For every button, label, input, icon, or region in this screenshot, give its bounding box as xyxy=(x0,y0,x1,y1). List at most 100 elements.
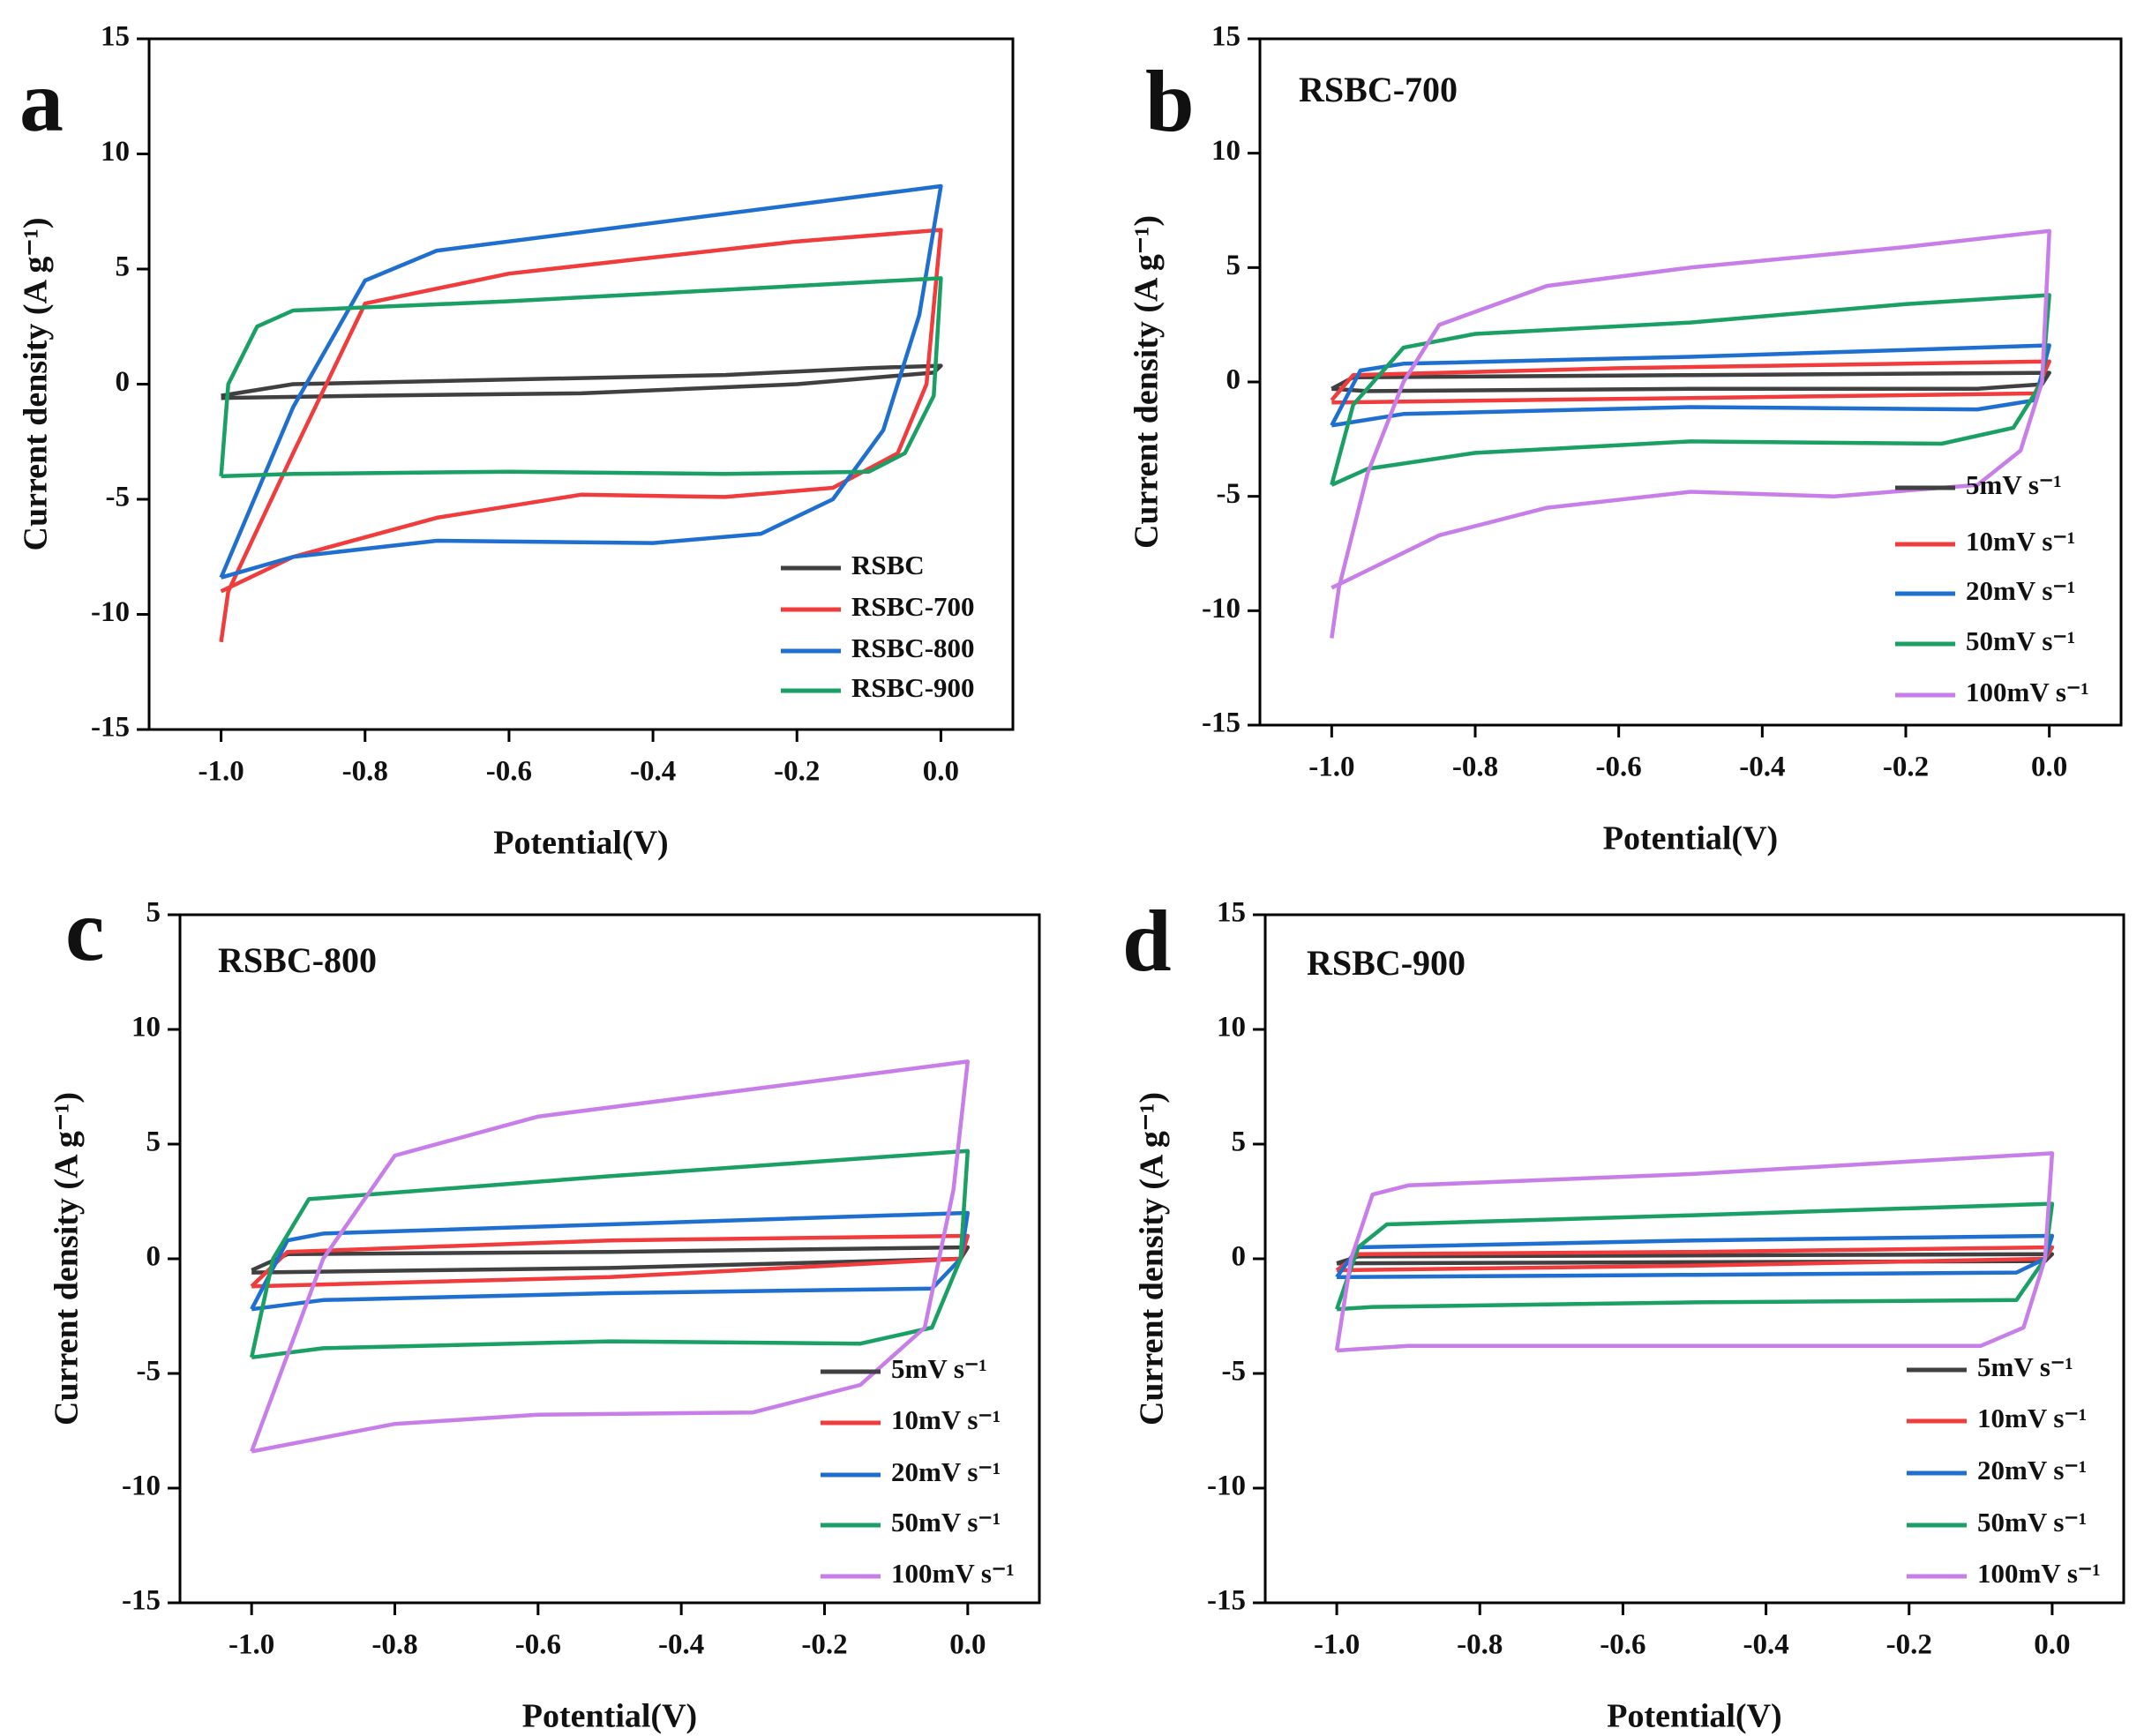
plot-frame xyxy=(1258,37,2123,727)
legend-label: RSBC-900 xyxy=(851,672,975,703)
x-tick-label: 0.0 xyxy=(2034,1629,2070,1661)
cv-curve xyxy=(219,228,943,643)
legend-label: 5mV s⁻¹ xyxy=(1966,469,2062,500)
annotation: RSBC-800 xyxy=(218,940,377,980)
y-tick-label: 5 xyxy=(146,897,161,929)
x-tick-label: -0.8 xyxy=(1457,1629,1503,1661)
panel-label: a xyxy=(19,52,64,150)
y-tick-label: -10 xyxy=(1207,1470,1246,1502)
y-tick-label: 0 xyxy=(1232,1241,1247,1273)
x-tick-label: -0.6 xyxy=(1596,752,1642,783)
legend-label: 10mV s⁻¹ xyxy=(1966,526,2075,557)
legend-label: 5mV s⁻¹ xyxy=(891,1353,987,1384)
x-tick-label: -0.6 xyxy=(1600,1629,1645,1661)
x-tick-label: 0.0 xyxy=(2031,752,2067,783)
cv-curve xyxy=(219,276,943,479)
x-axis-title: Potential(V) xyxy=(522,1698,697,1735)
y-tick-label: 15 xyxy=(1217,897,1246,929)
x-tick-label: -0.4 xyxy=(1743,1629,1788,1661)
legend-label: 100mV s⁻¹ xyxy=(1966,677,2089,707)
x-tick-label: -0.2 xyxy=(1883,752,1929,783)
legend-label: 5mV s⁻¹ xyxy=(1977,1351,2073,1382)
cv-curve xyxy=(250,1149,971,1360)
y-tick-label: 0 xyxy=(116,366,131,398)
cv-curve xyxy=(1335,1233,2055,1280)
x-tick-label: -0.6 xyxy=(486,756,532,788)
legend-label: 100mV s⁻¹ xyxy=(891,1558,1015,1589)
x-tick-label: -1.0 xyxy=(198,756,244,788)
panel-label: d xyxy=(1122,892,1172,990)
x-tick-label: -0.2 xyxy=(801,1629,847,1661)
y-tick-label: 10 xyxy=(1217,1012,1246,1044)
legend-label: 50mV s⁻¹ xyxy=(1966,625,2075,656)
y-tick-label: -15 xyxy=(91,712,130,744)
annotation: RSBC-700 xyxy=(1299,70,1458,109)
legend-label: 10mV s⁻¹ xyxy=(1977,1403,2087,1433)
x-tick-label: 0.0 xyxy=(923,756,959,788)
legend-label: 50mV s⁻¹ xyxy=(1977,1507,2087,1538)
y-axis-title: Current density (A g⁻¹) xyxy=(1128,215,1166,549)
legend-label: 50mV s⁻¹ xyxy=(891,1507,1001,1538)
x-tick-label: -0.2 xyxy=(774,756,820,788)
x-tick-label: -0.4 xyxy=(1739,752,1785,783)
x-tick-label: -0.2 xyxy=(1886,1629,1932,1661)
y-tick-label: 5 xyxy=(1226,250,1241,281)
cv-curve xyxy=(250,1233,971,1289)
y-tick-label: -10 xyxy=(122,1470,161,1502)
cv-curve xyxy=(219,183,943,580)
cv-curve xyxy=(1334,1151,2055,1353)
x-tick-label: 0.0 xyxy=(949,1629,986,1661)
x-tick-label: -0.8 xyxy=(1452,752,1498,783)
x-axis-title: Potential(V) xyxy=(1603,820,1778,857)
cv-curve xyxy=(221,363,943,400)
y-tick-label: -10 xyxy=(91,596,130,628)
y-tick-label: -15 xyxy=(1207,1585,1246,1617)
x-axis-title: Potential(V) xyxy=(1607,1698,1781,1735)
x-tick-label: -0.8 xyxy=(371,1629,417,1661)
legend-label: RSBC-800 xyxy=(851,632,975,663)
legend-label: 20mV s⁻¹ xyxy=(891,1456,1001,1487)
cv-curve xyxy=(1331,370,2051,393)
cv-curve xyxy=(1335,1245,2055,1273)
y-tick-label: 0 xyxy=(146,1241,161,1273)
cv-curve xyxy=(1330,343,2051,428)
cv-curve xyxy=(250,1210,971,1312)
panel-label: c xyxy=(65,881,104,979)
legend-label: 10mV s⁻¹ xyxy=(891,1404,1001,1435)
x-tick-label: -0.8 xyxy=(342,756,388,788)
y-axis-title: Current density (A g⁻¹) xyxy=(18,217,55,550)
y-tick-label: -5 xyxy=(1217,478,1241,510)
y-tick-label: 10 xyxy=(101,136,130,168)
y-tick-label: -5 xyxy=(106,482,131,513)
legend-label: 20mV s⁻¹ xyxy=(1966,575,2075,606)
x-tick-label: -0.4 xyxy=(630,756,676,788)
cv-curve xyxy=(250,1059,971,1454)
y-tick-label: -15 xyxy=(122,1585,161,1617)
y-tick-label: -5 xyxy=(137,1356,161,1388)
legend-label: RSBC xyxy=(851,550,925,580)
legend-label: 100mV s⁻¹ xyxy=(1977,1558,2101,1589)
y-tick-label: 10 xyxy=(1211,135,1241,167)
y-axis-title: Current density (A g⁻¹) xyxy=(49,1092,86,1425)
legend-label: 20mV s⁻¹ xyxy=(1977,1455,2087,1485)
y-tick-label: 10 xyxy=(131,1012,161,1044)
y-tick-label: -15 xyxy=(1202,707,1241,739)
x-tick-label: -1.0 xyxy=(1308,752,1354,783)
panel-label: b xyxy=(1145,52,1195,150)
y-tick-label: 5 xyxy=(116,251,131,283)
y-tick-label: 15 xyxy=(101,21,130,53)
y-axis-title: Current density (A g⁻¹) xyxy=(1134,1092,1171,1425)
legend-label: RSBC-700 xyxy=(851,591,975,622)
y-tick-label: 5 xyxy=(1232,1126,1247,1158)
y-tick-label: -5 xyxy=(1222,1356,1247,1388)
annotation: RSBC-900 xyxy=(1307,943,1466,983)
cv-curve xyxy=(1330,359,2051,405)
y-tick-label: 0 xyxy=(1226,364,1241,396)
x-tick-label: -0.4 xyxy=(658,1629,704,1661)
plot-frame xyxy=(147,37,1015,731)
y-tick-label: 5 xyxy=(146,1126,161,1158)
x-tick-label: -0.6 xyxy=(515,1629,561,1661)
x-axis-title: Potential(V) xyxy=(493,825,668,862)
x-tick-label: -1.0 xyxy=(229,1629,274,1661)
